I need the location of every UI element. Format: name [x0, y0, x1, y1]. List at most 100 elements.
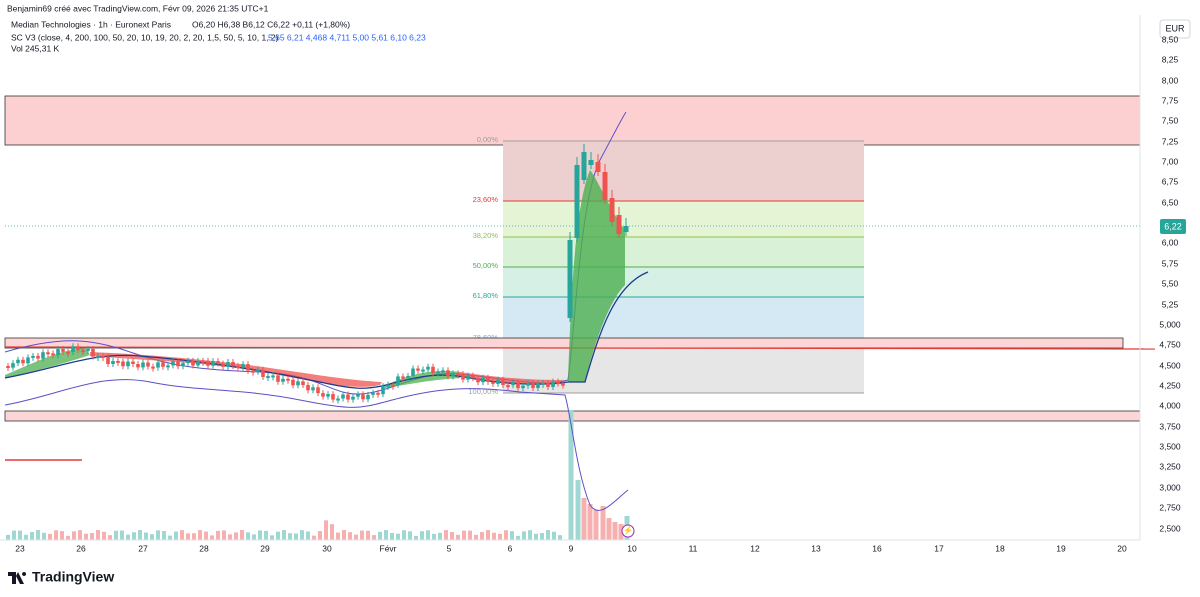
volume-bar: [114, 530, 118, 540]
price-label: 6,00: [1162, 237, 1179, 247]
volume-bar: [546, 530, 550, 540]
candle-body: [521, 385, 525, 389]
candle-body: [356, 394, 360, 397]
price-label: 3,500: [1159, 441, 1181, 451]
resistance-zone: [4, 95, 1141, 146]
volume-bar: [312, 535, 316, 540]
volume-bar: [486, 530, 490, 540]
volume-bar: [18, 530, 22, 540]
volume-bar: [138, 530, 142, 540]
volume-bar: [468, 530, 472, 540]
candle-body: [386, 384, 390, 387]
price-label: 8,00: [1162, 75, 1179, 85]
volume-bar: [528, 530, 532, 540]
price-label: 2,750: [1159, 502, 1181, 512]
volume-bar: [372, 535, 376, 540]
candle-body: [556, 381, 560, 384]
candle-body: [41, 352, 45, 359]
volume-bar: [240, 530, 244, 540]
volume-bar: [558, 535, 562, 540]
candle-body: [236, 366, 240, 369]
indicator-values: 5,65 6,21 4,468 4,711 5,00 5,61 6,10 6,2…: [268, 32, 426, 42]
candle-body: [366, 394, 370, 400]
price-label: 4,000: [1159, 400, 1181, 410]
date-label: 13: [811, 543, 821, 553]
candle-body: [201, 360, 205, 363]
candle-body: [574, 165, 580, 238]
candle-body: [241, 364, 245, 368]
logo-icon: [8, 572, 27, 584]
candle-body: [206, 360, 210, 366]
price-label: 2,500: [1159, 523, 1181, 533]
candle-body: [506, 385, 510, 388]
volume-bar: [330, 524, 334, 540]
volume-bar: [276, 531, 280, 540]
candle-body: [466, 375, 470, 380]
volume-bar: [318, 531, 322, 540]
volume-bar: [132, 532, 136, 540]
fib-label: 61,80%: [473, 291, 499, 300]
date-label: 28: [199, 543, 209, 553]
volume-bar: [90, 533, 94, 540]
candle-body: [331, 394, 335, 400]
date-label: 23: [15, 543, 25, 553]
volume-bar: [575, 480, 581, 540]
volume-bar: [192, 533, 196, 540]
volume-bar: [360, 530, 364, 540]
candle-body: [451, 373, 455, 377]
candle-body: [81, 350, 85, 353]
candle-body: [276, 375, 280, 382]
candle-body: [11, 363, 15, 368]
volume-bar: [60, 531, 64, 540]
candle-body: [306, 385, 310, 391]
candle-body: [271, 375, 275, 378]
candle-body: [106, 356, 110, 365]
candle-body: [381, 386, 385, 395]
price-label: 3,000: [1159, 482, 1181, 492]
support-zone: [4, 337, 1124, 349]
logo: TradingView: [8, 569, 114, 585]
date-label: 10: [627, 543, 637, 553]
candle-body: [421, 369, 425, 372]
volume: [6, 410, 630, 540]
volume-bar: [516, 535, 520, 540]
candle-body: [471, 375, 475, 379]
date-label: Févr: [380, 543, 397, 553]
volume-bar: [540, 533, 544, 540]
volume-bar: [522, 531, 526, 540]
volume-bar: [54, 530, 58, 540]
fib-label: 23,60%: [473, 195, 499, 204]
candle-body: [221, 363, 225, 367]
candle-body: [171, 361, 175, 366]
fib-band: [503, 237, 864, 267]
trend-fill: [568, 170, 625, 382]
candle-body: [476, 378, 480, 383]
volume-alert[interactable]: [621, 524, 635, 538]
candle-body: [567, 240, 573, 318]
candle-body: [6, 366, 10, 368]
candle-body: [609, 198, 615, 222]
candle-body: [256, 369, 260, 372]
candle-body: [361, 394, 365, 400]
candle-body: [516, 382, 520, 389]
volume-bar: [408, 531, 412, 540]
volume-bar: [593, 510, 599, 540]
volume-bar: [402, 530, 406, 540]
volume-bar: [480, 531, 484, 540]
candle-body: [216, 361, 220, 364]
volume-bar: [96, 530, 100, 540]
candle-body: [346, 394, 350, 400]
volume-bar: [126, 534, 130, 540]
currency-badge[interactable]: [1159, 19, 1191, 39]
fib-label: 50,00%: [473, 261, 499, 270]
volume-bar: [618, 524, 624, 540]
volume-bar: [150, 534, 154, 540]
fib-label: 38,20%: [473, 231, 499, 240]
candle-body: [96, 356, 100, 359]
volume-bar: [324, 520, 328, 540]
volume-bar: [216, 530, 220, 540]
currency: EUR: [1165, 23, 1185, 33]
candle-body: [411, 368, 415, 376]
candle-body: [36, 355, 40, 359]
candle-body: [336, 398, 340, 401]
